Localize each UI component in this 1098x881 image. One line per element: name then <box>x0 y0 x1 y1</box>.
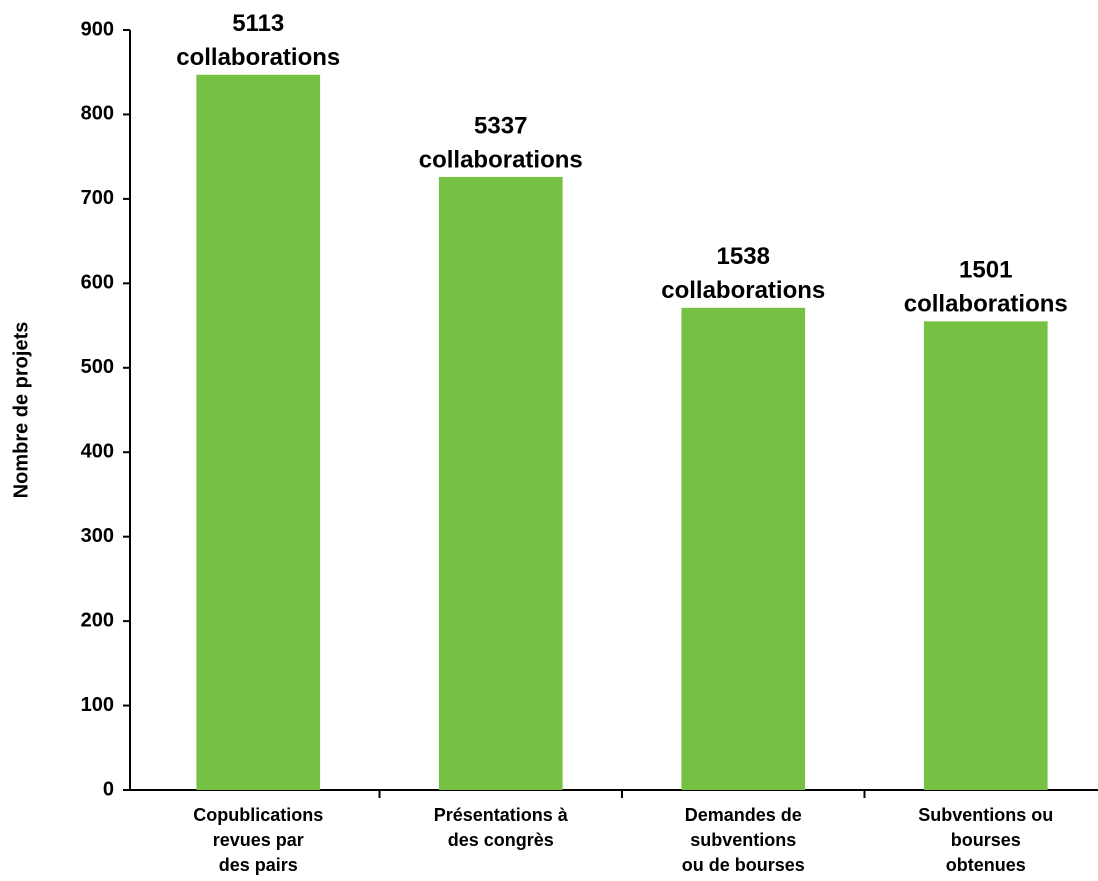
x-tick-label: revues par <box>213 830 304 850</box>
bar-annotation: 1501 <box>959 257 1012 284</box>
y-tick-label: 200 <box>81 609 114 631</box>
y-tick-label: 0 <box>103 778 114 800</box>
bar-annotation: collaborations <box>904 291 1068 318</box>
x-tick-label: bourses <box>951 830 1021 850</box>
x-tick-label: obtenues <box>946 855 1026 875</box>
y-tick-label: 100 <box>81 694 114 716</box>
y-tick-label: 300 <box>81 525 114 547</box>
bar <box>681 307 806 790</box>
x-tick-label: des congrès <box>448 830 554 850</box>
x-tick-label: Copublications <box>193 805 323 825</box>
x-tick-label: des pairs <box>219 855 298 875</box>
y-tick-label: 400 <box>81 441 114 463</box>
bar <box>196 74 321 790</box>
bar-annotation: collaborations <box>419 146 583 173</box>
y-tick-label: 500 <box>81 356 114 378</box>
y-tick-label: 700 <box>81 187 114 209</box>
bar-annotation: 5113 <box>232 10 284 37</box>
x-tick-label: Présentations à <box>434 805 569 825</box>
bar-annotation: 1538 <box>717 243 770 270</box>
bar <box>923 321 1048 790</box>
y-tick-label: 900 <box>81 18 114 40</box>
bar-annotation: collaborations <box>661 277 825 304</box>
y-axis-title: Nombre de projets <box>10 322 32 499</box>
bar-annotation: collaborations <box>176 44 340 71</box>
x-tick-label: ou de bourses <box>682 855 805 875</box>
y-tick-label: 600 <box>81 272 114 294</box>
x-tick-label: subventions <box>690 830 796 850</box>
y-tick-label: 800 <box>81 103 114 125</box>
bar <box>438 176 563 790</box>
x-tick-label: Demandes de <box>685 805 802 825</box>
bar-annotation: 5337 <box>474 112 527 139</box>
x-tick-label: Subventions ou <box>918 805 1053 825</box>
